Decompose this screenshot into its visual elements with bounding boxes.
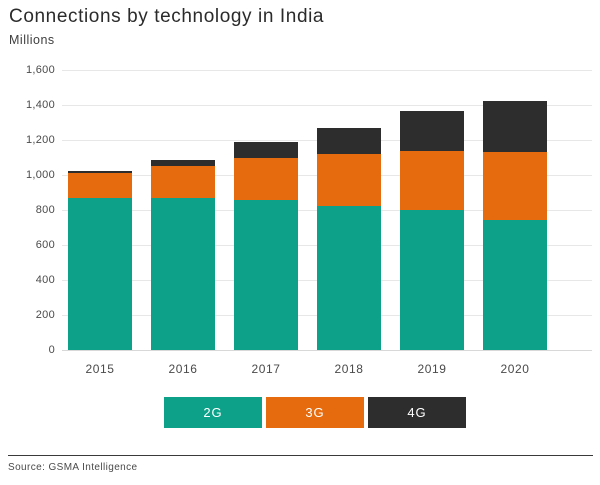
x-tick-label-2019: 2019 [417, 362, 447, 376]
y-tick-label-1600: 1,600 [25, 64, 55, 76]
bar-segment-2019-2g [400, 210, 464, 350]
bar-segment-2015-2g [68, 197, 132, 350]
bar-segment-2015-3g [68, 173, 132, 198]
bar-2017 [234, 141, 298, 350]
bar-2019 [400, 111, 464, 350]
legend-item-4g: 4G [368, 397, 466, 428]
chart-units-label: Millions [9, 33, 55, 47]
footer-divider [8, 455, 593, 456]
x-tick-label-2020: 2020 [500, 362, 530, 376]
bar-2020 [483, 100, 547, 350]
bar-segment-2017-2g [234, 200, 298, 350]
bar-segment-2019-3g [400, 151, 464, 210]
bar-segment-2016-2g [151, 197, 215, 350]
legend: 2G 3G 4G [164, 397, 466, 428]
bar-segment-2015-4g [68, 170, 132, 174]
y-tick-label-200: 200 [35, 309, 55, 321]
gridline-1400 [62, 105, 592, 106]
source-attribution: Source: GSMA Intelligence [8, 462, 138, 473]
bar-2015 [68, 170, 132, 350]
x-tick-label-2015: 2015 [85, 362, 115, 376]
legend-item-2g: 2G [164, 397, 262, 428]
bar-segment-2018-2g [317, 205, 381, 350]
bar-segment-2016-3g [151, 166, 215, 198]
bar-segment-2020-3g [483, 152, 547, 220]
y-tick-label-1200: 1,200 [25, 134, 55, 146]
bar-segment-2017-4g [234, 141, 298, 159]
y-tick-label-800: 800 [35, 204, 55, 216]
chart-title: Connections by technology in India [9, 6, 325, 27]
gridline-0 [62, 350, 592, 351]
bar-segment-2018-3g [317, 154, 381, 206]
bar-2016 [151, 160, 215, 350]
y-tick-label-1400: 1,400 [25, 99, 55, 111]
y-tick-label-1000: 1,000 [25, 169, 55, 181]
bar-2018 [317, 127, 381, 350]
legend-item-3g: 3G [266, 397, 364, 428]
bar-segment-2017-3g [234, 158, 298, 201]
x-tick-label-2017: 2017 [251, 362, 281, 376]
bar-segment-2020-2g [483, 219, 547, 350]
bar-segment-2018-4g [317, 127, 381, 154]
bar-segment-2016-4g [151, 160, 215, 167]
bar-segment-2019-4g [400, 111, 464, 152]
y-tick-label-600: 600 [35, 239, 55, 251]
y-tick-label-400: 400 [35, 274, 55, 286]
plot-area: 2015 2016 2017 2018 2019 2020 [62, 70, 592, 376]
gridline-1600 [62, 70, 592, 71]
x-tick-label-2018: 2018 [334, 362, 364, 376]
x-tick-label-2016: 2016 [168, 362, 198, 376]
bar-segment-2020-4g [483, 100, 547, 153]
y-tick-label-0: 0 [48, 344, 55, 356]
